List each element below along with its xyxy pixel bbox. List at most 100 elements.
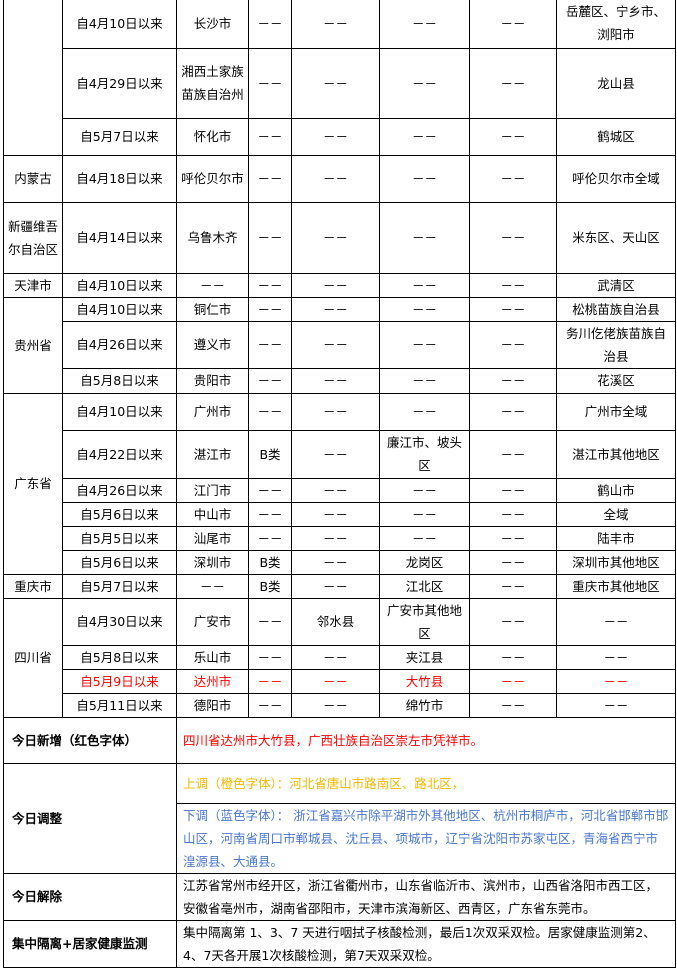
- low-risk-cell: －－: [469, 201, 557, 274]
- city-cell: 广州市: [176, 392, 249, 431]
- city-cell: 德阳市: [176, 692, 249, 718]
- date-cell: 自4月14日以来: [62, 201, 177, 274]
- city-cell: －－: [176, 272, 249, 298]
- date-cell: 自5月8日以来: [62, 367, 177, 394]
- table-row: 自5月8日以来 贵阳市 －－ －－ －－ －－ 花溪区: [4, 367, 676, 394]
- medium-risk-cell: 大竹县: [379, 668, 470, 694]
- date-cell: 自4月10日以来: [62, 392, 177, 431]
- date-cell: 自5月8日以来: [62, 644, 177, 670]
- medium-risk-cell: 廉江市、坡头区: [379, 429, 470, 479]
- province-cell: 新疆维吾尔自治区: [3, 201, 63, 274]
- high-risk-cell: －－: [291, 429, 380, 479]
- date-cell: 自4月10日以来: [62, 0, 177, 49]
- province-cell: 四川省: [3, 597, 63, 718]
- province-cell: [3, 0, 63, 156]
- medium-risk-cell: －－: [379, 525, 470, 551]
- control-area-cell: 花溪区: [556, 367, 676, 394]
- date-cell: 自5月7日以来: [62, 573, 177, 599]
- table-row: 新疆维吾尔自治区 自4月14日以来 乌鲁木齐 －－ －－ －－ －－ 米东区、天山区: [3, 201, 676, 274]
- category-cell: －－: [248, 367, 292, 394]
- city-cell: 深圳市: [176, 549, 249, 575]
- summary-row-quarantine: 集中隔离+居家健康监测 集中隔离第 1、3、7 天进行咽拭子核酸检测，最后1次双…: [3, 919, 676, 968]
- medium-risk-cell: －－: [379, 117, 470, 156]
- province-cell: 广东省: [3, 392, 63, 575]
- control-area-cell: 鹤山市: [556, 477, 676, 503]
- quarantine-text: 集中隔离第 1、3、7 天进行咽拭子核酸检测，最后1次双采双检。居家健康监测第2…: [176, 919, 676, 968]
- city-cell: 遵义市: [176, 320, 249, 369]
- category-cell: －－: [248, 525, 292, 551]
- table-row: 贵州省 自4月10日以来 铜仁市 －－ －－ －－ －－ 松桃苗族自治县: [3, 296, 676, 394]
- table-row: 自5月11日以来 德阳市 －－ －－ 绵竹市 －－ －－: [4, 692, 676, 718]
- summary-row-adjust-up: 今日调整 上调（橙色字体）：河北省唐山市路南区、路北区，: [3, 762, 676, 874]
- medium-risk-cell: －－: [379, 154, 470, 203]
- city-cell: 广安市: [176, 597, 249, 646]
- table-row: 自4月29日以来 湘西土家族苗族自治州 －－ －－ －－ －－ 龙山县: [4, 47, 676, 119]
- city-cell: 达州市: [176, 668, 249, 694]
- summary-row-lift: 今日解除 江苏省常州市经开区，浙江省衢州市，山东省临沂市、滨州市，山西省洛阳市西…: [3, 872, 676, 921]
- province-cell: 贵州省: [3, 296, 63, 394]
- category-cell: －－: [248, 154, 292, 203]
- low-risk-cell: －－: [469, 597, 557, 646]
- low-risk-cell: －－: [469, 367, 557, 394]
- table-row: 自5月6日以来 深圳市 B类 －－ 龙岗区 －－ 深圳市其他地区: [4, 549, 676, 575]
- high-risk-cell: －－: [291, 668, 380, 694]
- city-cell: －－: [176, 573, 249, 599]
- low-risk-cell: －－: [469, 429, 557, 479]
- medium-risk-cell: －－: [379, 392, 470, 431]
- control-area-cell: －－: [556, 668, 676, 694]
- medium-risk-cell: 江北区: [379, 573, 470, 599]
- date-cell: 自4月22日以来: [62, 429, 177, 479]
- control-area-cell: 湛江市其他地区: [556, 429, 676, 479]
- control-area-cell: 重庆市其他地区: [556, 573, 676, 599]
- table-row: 自4月26日以来 江门市 －－ －－ －－ －－ 鹤山市: [4, 477, 676, 503]
- high-risk-cell: －－: [291, 644, 380, 670]
- category-cell: －－: [248, 117, 292, 156]
- category-cell: －－: [248, 201, 292, 274]
- medium-risk-cell: －－: [379, 272, 470, 298]
- low-risk-cell: －－: [469, 154, 557, 203]
- city-cell: 怀化市: [176, 117, 249, 156]
- category-cell: －－: [248, 296, 292, 322]
- city-cell: 湛江市: [176, 429, 249, 479]
- table-row: 自5月9日以来 达州市 －－ －－ 大竹县 －－ －－: [4, 668, 676, 694]
- category-cell: －－: [248, 47, 292, 119]
- low-risk-cell: －－: [469, 320, 557, 369]
- date-cell: 自5月5日以来: [62, 525, 177, 551]
- high-risk-cell: －－: [291, 201, 380, 274]
- table-row: 自4月22日以来 湛江市 B类 －－ 廉江市、坡头区 －－ 湛江市其他地区: [4, 429, 676, 479]
- high-risk-cell: －－: [291, 549, 380, 575]
- high-risk-cell: －－: [291, 573, 380, 599]
- category-cell: －－: [248, 501, 292, 527]
- lift-text: 江苏省常州市经开区，浙江省衢州市，山东省临沂市、滨州市，山西省洛阳市西工区，安徽…: [176, 872, 676, 921]
- category-cell: －－: [248, 320, 292, 369]
- control-area-cell: 全域: [556, 501, 676, 527]
- city-cell: 贵阳市: [176, 367, 249, 394]
- date-cell: 自4月30日以来: [62, 597, 177, 646]
- category-cell: －－: [248, 477, 292, 503]
- category-cell: B类: [248, 573, 292, 599]
- low-risk-cell: －－: [469, 668, 557, 694]
- city-cell: 乐山市: [176, 644, 249, 670]
- control-area-cell: 广州市全域: [556, 392, 676, 431]
- adjust-down-text: 下调（蓝色字体）： 浙江省嘉兴市除平湖市外其他地区、杭州市桐庐市，河北省邯郸市邯…: [176, 802, 676, 874]
- adjust-label: 今日调整: [3, 762, 177, 874]
- category-cell: B类: [248, 549, 292, 575]
- control-area-cell: －－: [556, 644, 676, 670]
- high-risk-cell: －－: [291, 525, 380, 551]
- medium-risk-cell: 夹江县: [379, 644, 470, 670]
- new-text: 四川省达州市大竹县，广西壮族自治区崇左市凭祥市。: [176, 716, 676, 764]
- category-cell: －－: [248, 668, 292, 694]
- high-risk-cell: －－: [291, 367, 380, 394]
- high-risk-cell: －－: [291, 0, 380, 49]
- medium-risk-cell: －－: [379, 47, 470, 119]
- medium-risk-cell: －－: [379, 477, 470, 503]
- city-cell: 汕尾市: [176, 525, 249, 551]
- low-risk-cell: －－: [469, 117, 557, 156]
- low-risk-cell: －－: [469, 501, 557, 527]
- high-risk-cell: －－: [291, 392, 380, 431]
- high-risk-cell: 邻水县: [291, 597, 380, 646]
- category-cell: －－: [248, 272, 292, 298]
- category-cell: B类: [248, 429, 292, 479]
- high-risk-cell: －－: [291, 501, 380, 527]
- medium-risk-cell: －－: [379, 296, 470, 322]
